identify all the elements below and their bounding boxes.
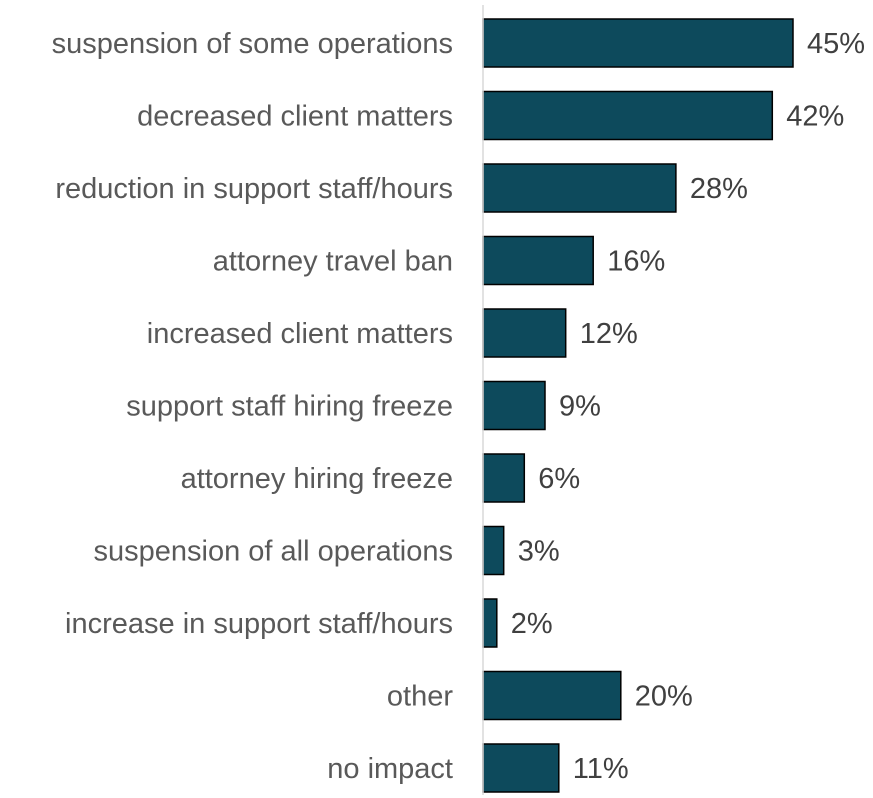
category-label: attorney hiring freeze: [181, 463, 453, 495]
data-label: 42%: [786, 101, 844, 133]
category-label: support staff hiring freeze: [126, 391, 453, 423]
bar: [482, 235, 594, 286]
bar: [482, 743, 560, 793]
data-label: 16%: [607, 246, 665, 278]
bar: [482, 90, 774, 141]
category-label: other: [387, 681, 453, 713]
bar: [482, 598, 498, 648]
data-label: 45%: [807, 28, 865, 60]
category-label: suspension of all operations: [93, 536, 453, 568]
data-label: 6%: [538, 463, 580, 495]
data-label: 11%: [573, 753, 629, 785]
category-label: increase in support staff/hours: [65, 608, 453, 640]
category-label: no impact: [327, 753, 453, 785]
bar: [482, 308, 567, 358]
bars-group: [482, 18, 794, 793]
bar: [482, 18, 794, 68]
data-label: 9%: [559, 391, 601, 423]
category-label: reduction in support staff/hours: [55, 173, 453, 205]
data-label: 3%: [518, 536, 560, 568]
data-label: 20%: [635, 681, 693, 713]
data-label: 2%: [511, 608, 553, 640]
bar: [482, 525, 505, 576]
data-label: 28%: [690, 173, 748, 205]
bar: [482, 163, 677, 213]
bar: [482, 670, 622, 721]
category-label: increased client matters: [147, 318, 453, 350]
category-label: decreased client matters: [137, 101, 453, 133]
data-label: 12%: [580, 318, 638, 350]
category-labels-group: suspension of some operations decreased c…: [52, 28, 454, 785]
bar: [482, 453, 526, 503]
category-label: attorney travel ban: [213, 246, 453, 278]
bar: [482, 380, 546, 431]
data-labels-group: 45% 42% 28% 16% 12% 9% 6% 3% 2% 20% 11%: [511, 28, 865, 785]
category-label: suspension of some operations: [52, 28, 453, 60]
